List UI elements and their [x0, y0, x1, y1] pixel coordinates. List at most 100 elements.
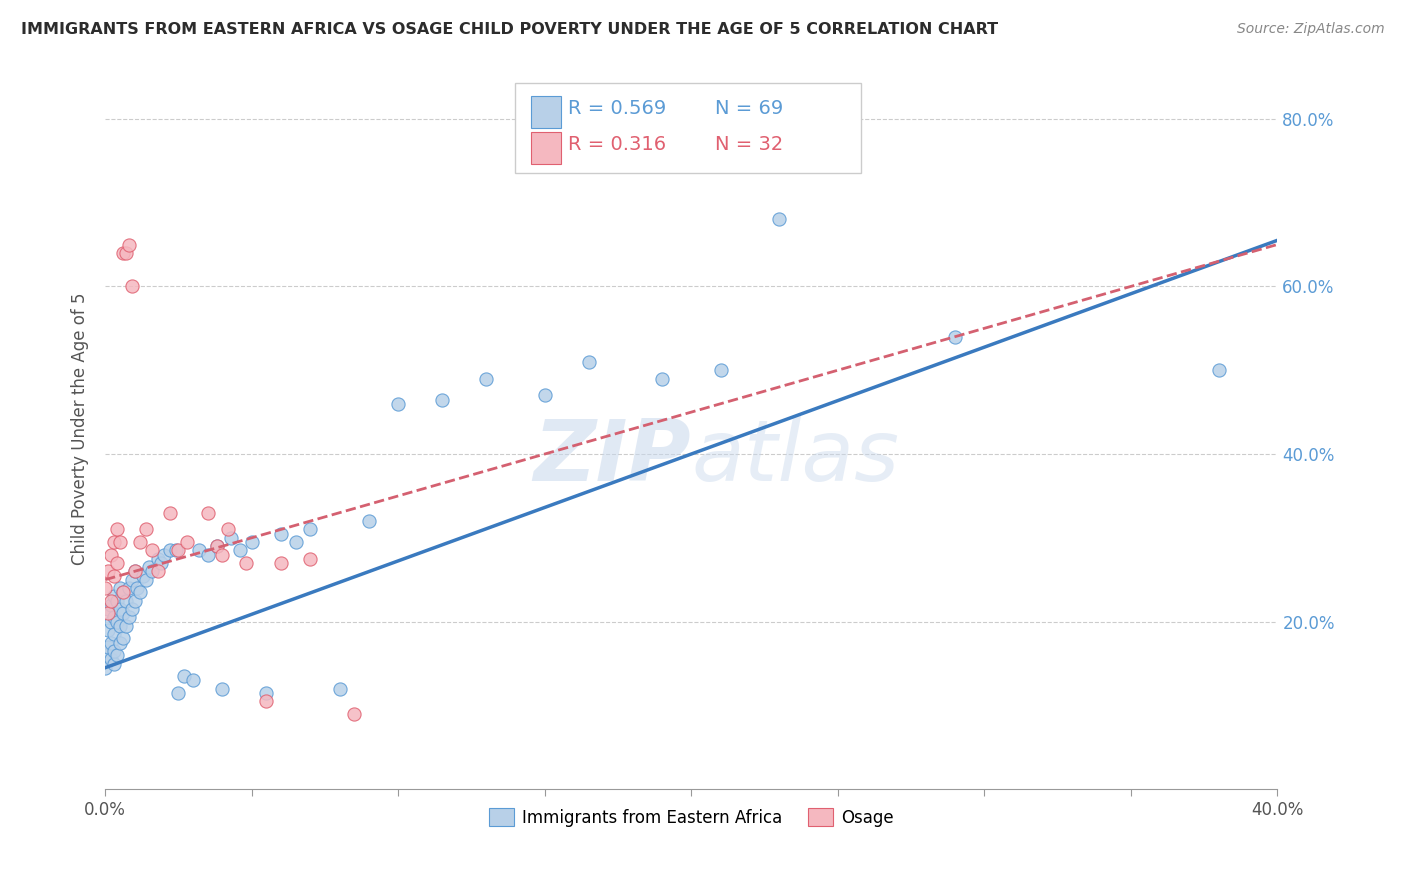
Point	[173, 669, 195, 683]
Point	[651, 371, 673, 385]
Point	[103, 535, 125, 549]
Point	[121, 602, 143, 616]
Point	[176, 535, 198, 549]
Point	[205, 539, 228, 553]
Point	[197, 506, 219, 520]
Point	[97, 602, 120, 616]
Point	[105, 615, 128, 629]
Legend: Immigrants from Eastern Africa, Osage: Immigrants from Eastern Africa, Osage	[481, 800, 901, 835]
Point	[94, 648, 117, 662]
Point	[97, 623, 120, 637]
Text: IMMIGRANTS FROM EASTERN AFRICA VS OSAGE CHILD POVERTY UNDER THE AGE OF 5 CORRELA: IMMIGRANTS FROM EASTERN AFRICA VS OSAGE …	[21, 22, 998, 37]
Point	[299, 551, 322, 566]
Point	[103, 590, 125, 604]
Point	[533, 388, 555, 402]
Text: N = 69: N = 69	[714, 99, 783, 118]
Point	[167, 686, 190, 700]
Point	[118, 581, 141, 595]
Point	[103, 610, 125, 624]
Point	[254, 694, 277, 708]
Text: N = 32: N = 32	[714, 135, 783, 153]
Point	[141, 565, 163, 579]
Point	[299, 523, 322, 537]
Point	[188, 543, 211, 558]
Point	[114, 246, 136, 260]
Point	[124, 565, 146, 579]
Point	[475, 371, 498, 385]
Point	[105, 523, 128, 537]
Point	[141, 543, 163, 558]
Text: Source: ZipAtlas.com: Source: ZipAtlas.com	[1237, 22, 1385, 37]
Point	[357, 514, 380, 528]
Point	[205, 539, 228, 553]
Point	[108, 619, 131, 633]
Point	[710, 363, 733, 377]
Text: R = 0.569: R = 0.569	[568, 99, 666, 118]
Point	[108, 535, 131, 549]
Point	[118, 610, 141, 624]
Point	[146, 565, 169, 579]
Point	[103, 657, 125, 671]
Point	[211, 548, 233, 562]
FancyBboxPatch shape	[516, 83, 862, 173]
Y-axis label: Child Poverty Under the Age of 5: Child Poverty Under the Age of 5	[72, 293, 89, 566]
Point	[270, 556, 292, 570]
Point	[108, 635, 131, 649]
Point	[100, 548, 122, 562]
Point	[284, 535, 307, 549]
Point	[146, 551, 169, 566]
Point	[235, 556, 257, 570]
Point	[97, 640, 120, 654]
Point	[432, 392, 454, 407]
Point	[94, 581, 117, 595]
Point	[165, 543, 187, 558]
Point	[105, 648, 128, 662]
Point	[127, 581, 149, 595]
Point	[94, 661, 117, 675]
Point	[121, 279, 143, 293]
Point	[108, 602, 131, 616]
Point	[105, 556, 128, 570]
Point	[114, 619, 136, 633]
Point	[181, 673, 204, 688]
Point	[217, 523, 239, 537]
Point	[270, 526, 292, 541]
Point	[132, 568, 155, 582]
Point	[159, 506, 181, 520]
Point	[124, 593, 146, 607]
Point	[197, 548, 219, 562]
Point	[387, 397, 409, 411]
Point	[129, 585, 152, 599]
Point	[100, 635, 122, 649]
Point	[229, 543, 252, 558]
Point	[159, 543, 181, 558]
Point	[343, 706, 366, 721]
Point	[768, 212, 790, 227]
Point	[578, 355, 600, 369]
Point	[118, 237, 141, 252]
Point	[100, 598, 122, 612]
Text: atlas: atlas	[692, 417, 900, 500]
Point	[97, 606, 120, 620]
Text: R = 0.316: R = 0.316	[568, 135, 666, 153]
Point	[100, 615, 122, 629]
Point	[100, 593, 122, 607]
Point	[114, 593, 136, 607]
Point	[211, 681, 233, 696]
Point	[135, 573, 157, 587]
Point	[153, 548, 176, 562]
Point	[111, 606, 134, 620]
Point	[254, 686, 277, 700]
Point	[943, 329, 966, 343]
Point	[108, 581, 131, 595]
Point	[111, 585, 134, 599]
Point	[167, 543, 190, 558]
Point	[111, 632, 134, 646]
FancyBboxPatch shape	[530, 132, 561, 163]
Point	[105, 593, 128, 607]
Point	[129, 535, 152, 549]
Point	[138, 560, 160, 574]
Point	[124, 565, 146, 579]
Point	[121, 573, 143, 587]
Point	[100, 652, 122, 666]
